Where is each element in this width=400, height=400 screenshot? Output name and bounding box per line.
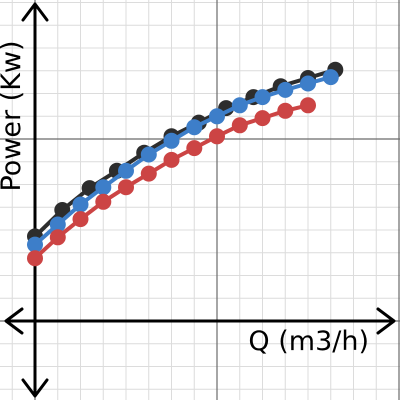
data-point <box>72 196 89 213</box>
axes <box>4 2 396 398</box>
data-point <box>254 110 271 127</box>
data-point <box>163 132 180 149</box>
data-point <box>95 179 112 196</box>
data-point <box>231 97 248 114</box>
data-point <box>95 193 112 210</box>
data-point <box>118 162 134 179</box>
data-point <box>27 236 43 253</box>
y-axis-label: Power (Kw) <box>0 40 27 191</box>
data-point <box>163 151 180 168</box>
x-axis-arrow-right <box>376 307 396 335</box>
data-point <box>186 140 203 157</box>
data-point <box>140 165 157 182</box>
data-point <box>300 75 316 92</box>
data-point <box>277 81 294 98</box>
data-point <box>322 69 339 86</box>
data-point <box>54 202 71 218</box>
x-axis-arrow-left <box>4 307 24 335</box>
data-point <box>49 229 66 246</box>
data-point <box>49 216 66 233</box>
data-point <box>118 179 134 196</box>
data-point <box>209 108 225 125</box>
data-point <box>254 89 271 106</box>
data-point <box>231 117 248 134</box>
data-point <box>300 97 316 114</box>
data-point <box>72 211 89 228</box>
series-layer <box>27 61 344 267</box>
data-point <box>186 119 203 136</box>
data-point <box>209 128 225 145</box>
data-point <box>27 250 43 267</box>
series-3 <box>27 97 316 267</box>
x-axis-label: Q (m3/h) <box>248 326 369 357</box>
y-axis-arrow-down <box>21 378 49 398</box>
data-point <box>277 102 294 119</box>
series-2 <box>27 69 339 253</box>
y-axis-arrow-up <box>21 2 49 22</box>
data-point <box>140 146 157 163</box>
